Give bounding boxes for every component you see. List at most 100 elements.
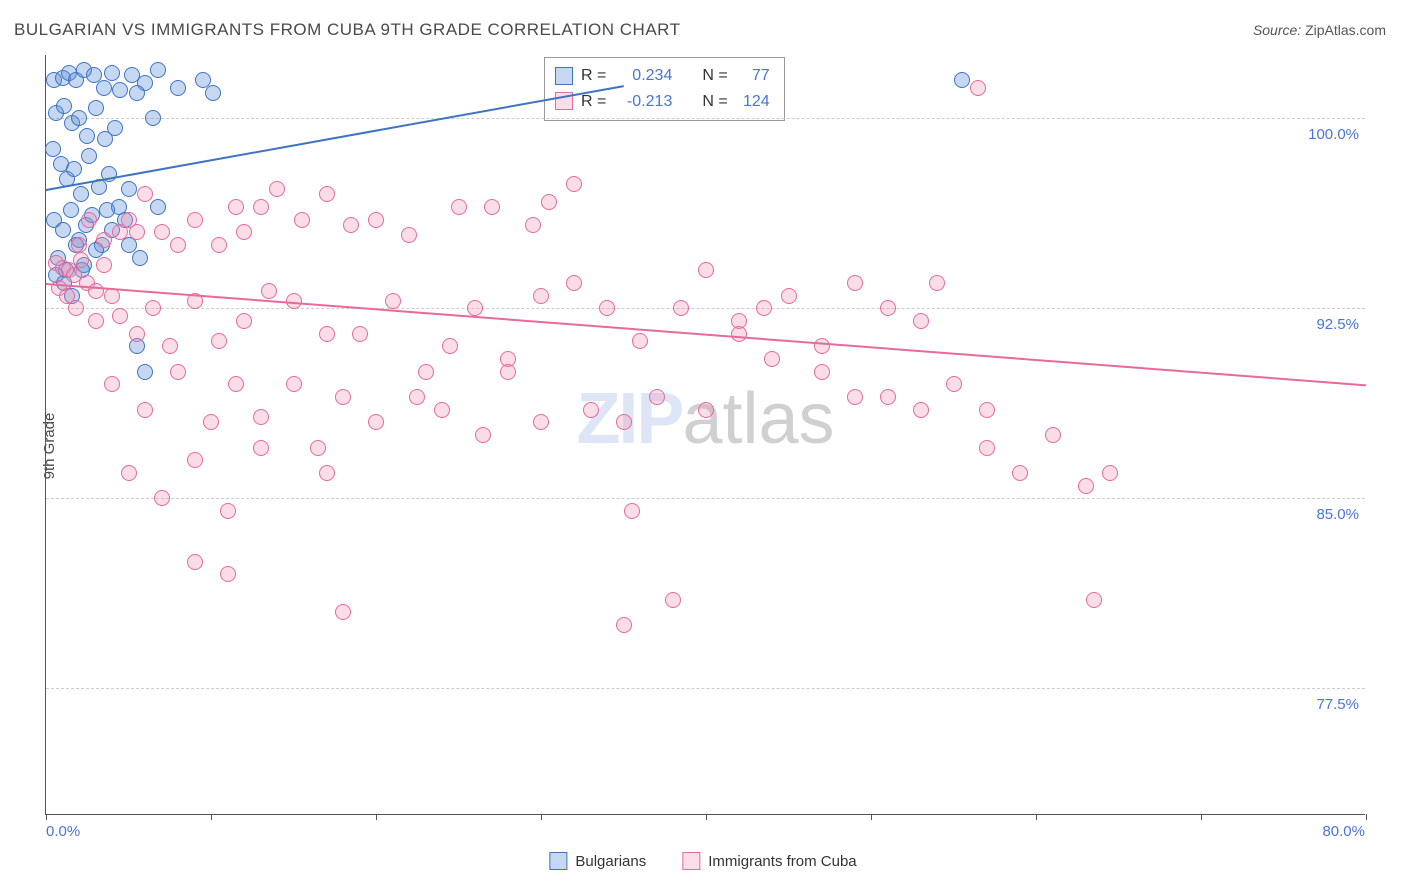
x-tick xyxy=(211,814,212,820)
data-point xyxy=(1086,592,1102,608)
data-point xyxy=(112,308,128,324)
data-point xyxy=(261,283,277,299)
data-point xyxy=(286,376,302,392)
stats-row-bulgarians: R = 0.234 N = 77 xyxy=(555,63,770,89)
data-point xyxy=(81,212,97,228)
data-point xyxy=(583,402,599,418)
data-point xyxy=(913,313,929,329)
data-point xyxy=(566,275,582,291)
swatch-bulgarians xyxy=(555,67,573,85)
data-point xyxy=(616,617,632,633)
data-point xyxy=(814,364,830,380)
data-point xyxy=(475,427,491,443)
gridline xyxy=(46,688,1365,689)
data-point xyxy=(1045,427,1061,443)
data-point xyxy=(442,338,458,354)
data-point xyxy=(145,300,161,316)
gridline xyxy=(46,498,1365,499)
data-point xyxy=(220,503,236,519)
data-point xyxy=(107,120,123,136)
data-point xyxy=(946,376,962,392)
x-tick xyxy=(541,814,542,820)
data-point xyxy=(81,148,97,164)
n-label: N = xyxy=(702,89,727,115)
data-point xyxy=(343,217,359,233)
data-point xyxy=(253,199,269,215)
data-point xyxy=(294,212,310,228)
data-point xyxy=(467,300,483,316)
data-point xyxy=(418,364,434,380)
scatter-plot-area: ZIPatlas R = 0.234 N = 77 R = -0.213 N =… xyxy=(45,55,1365,815)
trend-line xyxy=(46,85,624,191)
legend-label-bulgarians: Bulgarians xyxy=(575,853,646,870)
data-point xyxy=(187,554,203,570)
chart-title: BULGARIAN VS IMMIGRANTS FROM CUBA 9TH GR… xyxy=(14,20,681,40)
data-point xyxy=(525,217,541,233)
data-point xyxy=(170,80,186,96)
watermark-part2: atlas xyxy=(682,379,834,459)
data-point xyxy=(96,257,112,273)
data-point xyxy=(632,333,648,349)
data-point xyxy=(68,300,84,316)
data-point xyxy=(954,72,970,88)
data-point xyxy=(335,389,351,405)
data-point xyxy=(451,199,467,215)
source-attribution: Source: ZipAtlas.com xyxy=(1253,22,1386,38)
data-point xyxy=(253,440,269,456)
x-tick xyxy=(46,814,47,820)
gridline xyxy=(46,118,1365,119)
data-point xyxy=(484,199,500,215)
data-point xyxy=(319,186,335,202)
data-point xyxy=(220,566,236,582)
legend-item-cuba: Immigrants from Cuba xyxy=(682,852,856,870)
data-point xyxy=(566,176,582,192)
source-value: ZipAtlas.com xyxy=(1305,22,1386,38)
data-point xyxy=(132,250,148,266)
data-point xyxy=(137,186,153,202)
data-point xyxy=(368,212,384,228)
data-point xyxy=(96,80,112,96)
data-point xyxy=(63,202,79,218)
data-point xyxy=(929,275,945,291)
bottom-legend: Bulgarians Immigrants from Cuba xyxy=(549,852,856,870)
data-point xyxy=(129,224,145,240)
data-point xyxy=(979,402,995,418)
data-point xyxy=(533,288,549,304)
data-point xyxy=(533,414,549,430)
x-tick xyxy=(871,814,872,820)
data-point xyxy=(121,181,137,197)
data-point xyxy=(228,376,244,392)
data-point xyxy=(385,293,401,309)
data-point xyxy=(211,237,227,253)
data-point xyxy=(137,402,153,418)
data-point xyxy=(187,212,203,228)
data-point xyxy=(150,199,166,215)
data-point xyxy=(409,389,425,405)
data-point xyxy=(756,300,772,316)
gridline xyxy=(46,308,1365,309)
n-label: N = xyxy=(702,63,727,89)
legend-label-cuba: Immigrants from Cuba xyxy=(708,853,856,870)
y-tick-label: 77.5% xyxy=(1316,696,1359,713)
data-point xyxy=(310,440,326,456)
y-tick-label: 85.0% xyxy=(1316,506,1359,523)
data-point xyxy=(624,503,640,519)
data-point xyxy=(187,452,203,468)
x-axis-max-label: 80.0% xyxy=(1322,823,1365,840)
data-point xyxy=(129,85,145,101)
data-point xyxy=(253,409,269,425)
x-axis-min-label: 0.0% xyxy=(46,823,80,840)
data-point xyxy=(673,300,689,316)
data-point xyxy=(970,80,986,96)
data-point xyxy=(170,364,186,380)
data-point xyxy=(599,300,615,316)
y-tick-label: 100.0% xyxy=(1308,126,1359,143)
trend-line xyxy=(46,283,1366,386)
data-point xyxy=(170,237,186,253)
data-point xyxy=(1102,465,1118,481)
data-point xyxy=(731,326,747,342)
data-point xyxy=(979,440,995,456)
data-point xyxy=(154,224,170,240)
data-point xyxy=(88,283,104,299)
data-point xyxy=(162,338,178,354)
